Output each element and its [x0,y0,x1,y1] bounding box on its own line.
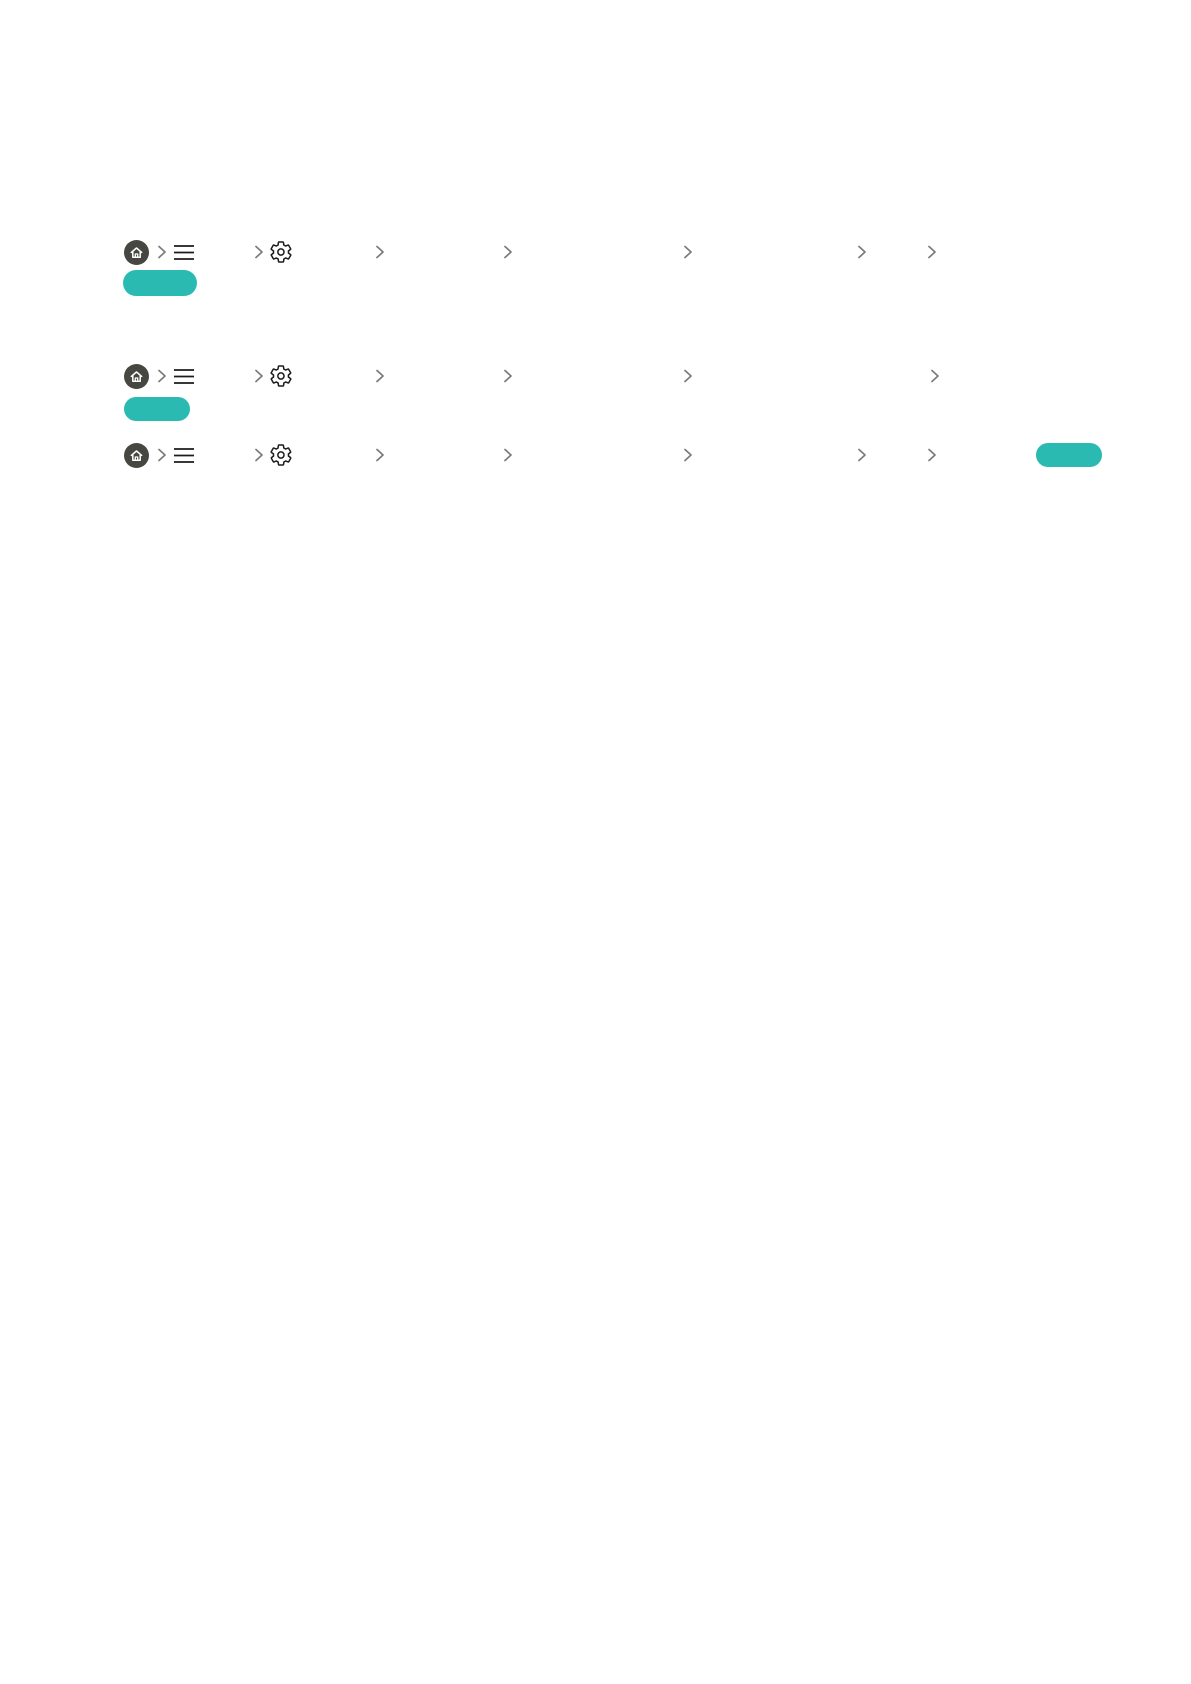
chevron-right-icon [683,448,693,462]
settings-gear-icon [269,364,293,388]
home-icon [124,364,149,389]
chevron-right-icon [375,448,385,462]
menu-icon [173,447,195,464]
try-now-button[interactable] [123,270,197,296]
chevron-right-icon [503,448,513,462]
home-icon [124,443,149,468]
chevron-right-icon [157,245,167,259]
chevron-right-icon [503,369,513,383]
chevron-right-icon [930,369,940,383]
chevron-right-icon [927,245,937,259]
menu-icon [173,244,195,261]
try-now-button[interactable] [1036,443,1102,467]
chevron-right-icon [683,369,693,383]
home-icon [124,240,149,265]
chevron-right-icon [254,369,264,383]
chevron-right-icon [254,448,264,462]
try-now-button[interactable] [124,397,190,421]
chevron-right-icon [157,369,167,383]
chevron-right-icon [254,245,264,259]
chevron-right-icon [375,369,385,383]
chevron-right-icon [157,448,167,462]
chevron-right-icon [375,245,385,259]
settings-gear-icon [269,443,293,467]
chevron-right-icon [857,245,867,259]
chevron-right-icon [857,448,867,462]
chevron-right-icon [927,448,937,462]
settings-gear-icon [269,240,293,264]
menu-icon [173,368,195,385]
chevron-right-icon [503,245,513,259]
chevron-right-icon [683,245,693,259]
